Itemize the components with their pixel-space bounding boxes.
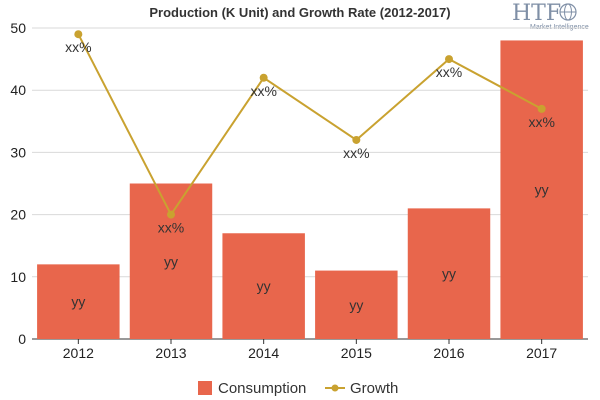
y-tick-label: 30 (10, 144, 26, 160)
y-tick-label: 20 (10, 207, 26, 223)
growth-data-label: xx% (343, 145, 369, 161)
bar-data-label: yy (349, 297, 363, 313)
growth-data-label: xx% (158, 220, 184, 236)
bar (129, 183, 213, 339)
growth-line (77, 33, 543, 217)
growth-point (167, 210, 175, 219)
x-tick-label: 2013 (155, 345, 186, 361)
growth-point (445, 55, 453, 64)
legend-marker-growth (331, 384, 339, 392)
growth-data-label: xx% (250, 83, 276, 99)
chart-title: Production (K Unit) and Growth Rate (201… (149, 5, 450, 20)
bar (37, 264, 120, 339)
y-tick-label: 50 (10, 20, 26, 36)
bar-data-label: yy (71, 294, 85, 310)
y-tick-label: 40 (10, 82, 26, 98)
growth-point (74, 30, 83, 39)
growth-data-label: xx% (65, 39, 91, 55)
bar (500, 40, 583, 339)
legend-swatch-consumption (198, 381, 212, 395)
legend-label-growth: Growth (350, 380, 398, 397)
growth-point (259, 73, 268, 82)
y-tick-label: 0 (18, 331, 26, 347)
legend: Consumption Growth (198, 380, 398, 397)
x-tick-label: 2012 (63, 345, 94, 361)
logo-name: HTF (512, 1, 561, 26)
bar-data-label: yy (257, 278, 271, 294)
x-tick-label: 2016 (433, 345, 464, 361)
x-tick-label: 2014 (248, 345, 279, 361)
x-tick-label: 2015 (341, 345, 372, 361)
growth-data-label: xx% (528, 114, 554, 130)
htf-logo: HTF Market Intelligence (512, 1, 589, 31)
bar-data-label: yy (164, 253, 178, 269)
bar (222, 233, 305, 339)
bar (315, 270, 398, 339)
legend-label-consumption: Consumption (218, 380, 306, 397)
x-tick-label: 2017 (526, 345, 557, 361)
bar-data-label: yy (442, 266, 456, 282)
growth-data-label: xx% (436, 64, 462, 80)
bar (407, 208, 491, 339)
globe-icon (559, 3, 577, 21)
growth-point (352, 135, 361, 144)
growth-point (537, 104, 546, 113)
bar-data-label: yy (535, 182, 549, 198)
y-tick-label: 10 (10, 269, 26, 285)
